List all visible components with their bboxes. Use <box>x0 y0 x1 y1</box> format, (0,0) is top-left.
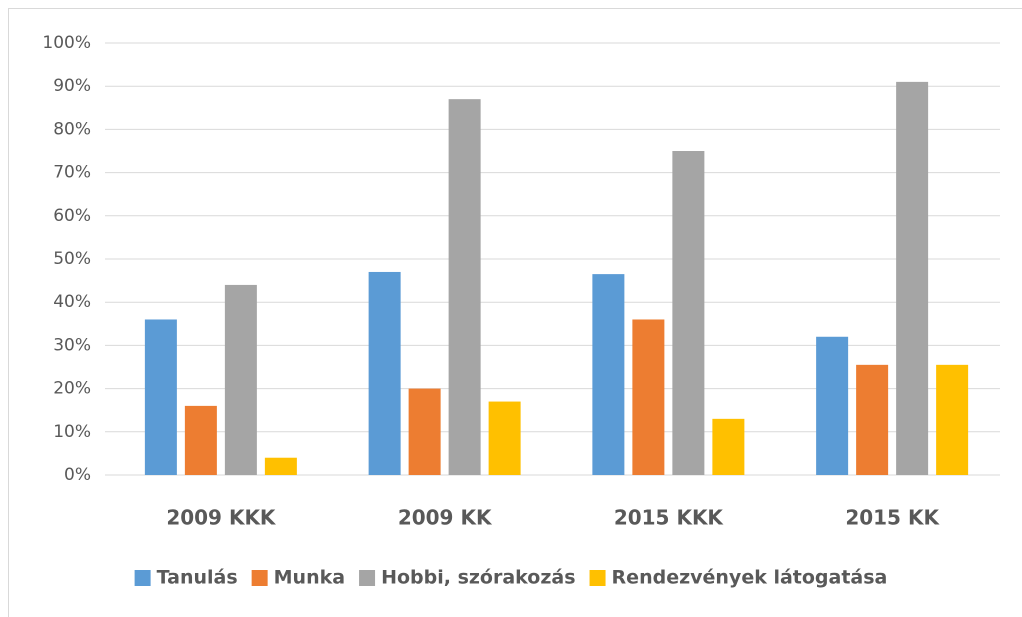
bar <box>896 81 929 475</box>
bar <box>592 274 625 475</box>
bar <box>368 271 401 475</box>
bar <box>856 364 889 475</box>
legend-label: Hobbi, szórakozás <box>381 567 575 589</box>
bar <box>488 401 521 475</box>
y-tick-label: 80% <box>53 119 91 139</box>
y-tick-label: 90% <box>53 76 91 96</box>
x-tick-label: 2009 KKK <box>166 506 277 530</box>
bar <box>448 99 481 475</box>
y-tick-label: 30% <box>53 335 91 355</box>
bar <box>936 364 969 475</box>
y-tick-label: 100% <box>42 33 91 53</box>
x-tick-label: 2015 KK <box>845 506 940 530</box>
legend-swatch <box>134 570 151 586</box>
legend-label: Munka <box>274 567 345 589</box>
y-tick-label: 70% <box>53 163 91 183</box>
bar <box>264 457 297 475</box>
bar <box>224 284 257 475</box>
bar <box>632 319 665 475</box>
y-tick-label: 60% <box>53 206 91 226</box>
bar <box>408 388 441 475</box>
y-tick-label: 0% <box>64 465 91 485</box>
legend-swatch <box>359 570 376 586</box>
legend-swatch <box>589 570 606 586</box>
bar <box>184 405 217 475</box>
x-tick-label: 2015 KKK <box>614 506 725 530</box>
legend-label: Rendezvények látogatása <box>612 567 888 589</box>
bar <box>712 418 745 475</box>
bar <box>672 151 705 475</box>
x-tick-label: 2009 KK <box>398 506 493 530</box>
legend-label: Tanulás <box>157 567 238 589</box>
legend-swatch <box>251 570 268 586</box>
y-tick-label: 20% <box>53 379 91 399</box>
chart-border <box>8 8 1022 617</box>
bar <box>144 319 177 475</box>
y-tick-label: 50% <box>53 249 91 269</box>
y-tick-label: 40% <box>53 292 91 312</box>
bar <box>816 336 849 475</box>
y-tick-label: 10% <box>53 422 91 442</box>
